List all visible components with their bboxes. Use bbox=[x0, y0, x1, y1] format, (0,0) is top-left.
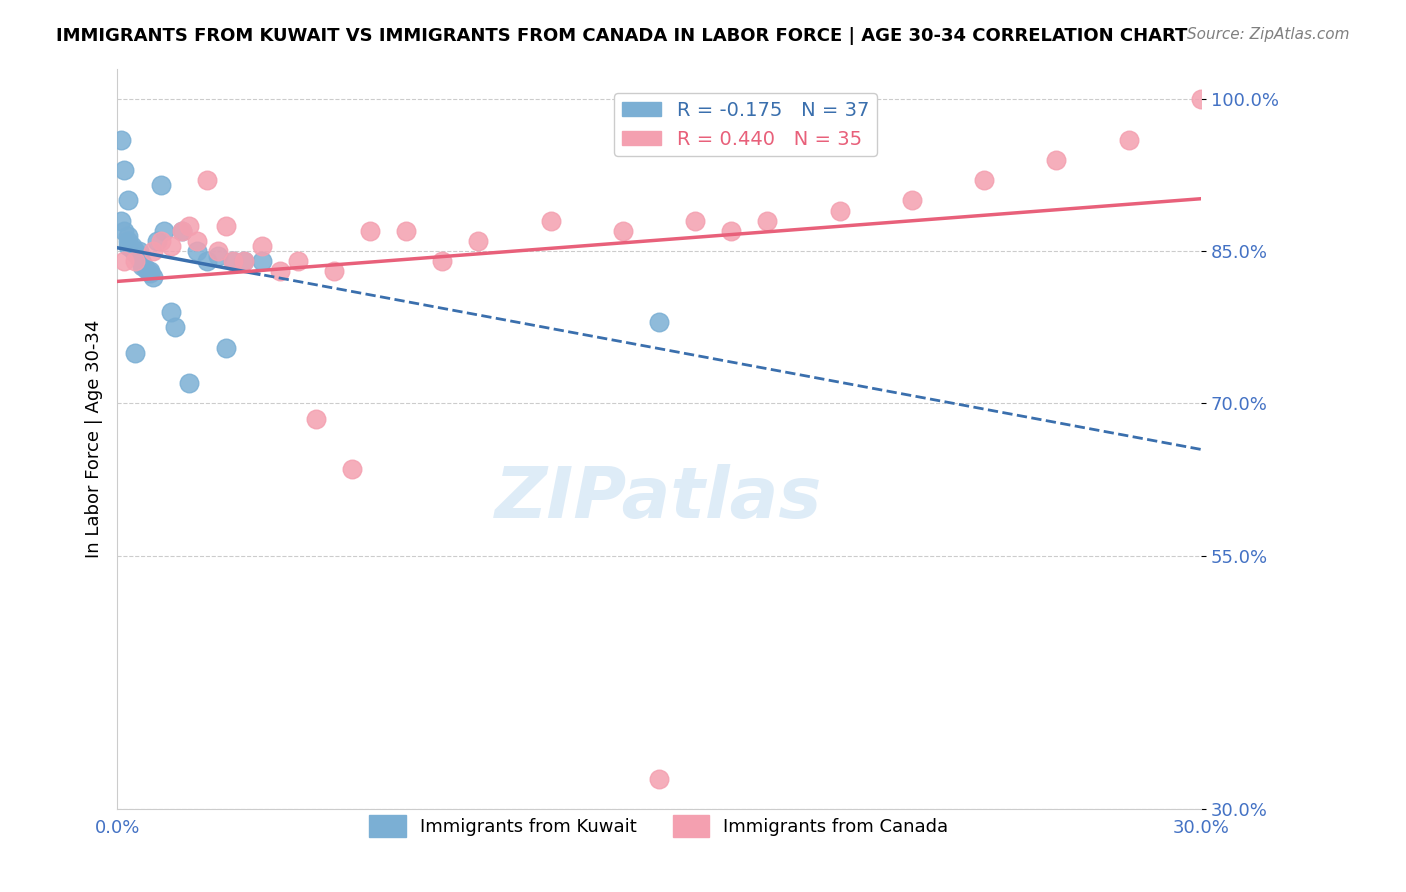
Point bbox=[340, 462, 363, 476]
Point bbox=[901, 194, 924, 208]
Point bbox=[1045, 153, 1067, 167]
Point bbox=[128, 244, 150, 259]
Point bbox=[160, 239, 183, 253]
Point bbox=[232, 254, 254, 268]
Point bbox=[117, 194, 139, 208]
Point bbox=[232, 254, 254, 268]
Point bbox=[110, 213, 132, 227]
Point bbox=[287, 254, 309, 268]
Point bbox=[128, 249, 150, 263]
Point bbox=[112, 163, 135, 178]
Point bbox=[112, 224, 135, 238]
Point bbox=[250, 254, 273, 268]
Point bbox=[124, 254, 146, 268]
Point bbox=[720, 224, 742, 238]
Point bbox=[153, 224, 176, 238]
Point bbox=[149, 234, 172, 248]
Point bbox=[163, 320, 186, 334]
Point bbox=[110, 132, 132, 146]
Point bbox=[172, 224, 194, 238]
Point bbox=[124, 345, 146, 359]
Text: ZIPatlas: ZIPatlas bbox=[495, 464, 823, 533]
Point bbox=[146, 234, 169, 248]
Point bbox=[131, 260, 153, 274]
Point bbox=[467, 234, 489, 248]
Point bbox=[648, 315, 671, 329]
Point bbox=[121, 239, 143, 253]
Point bbox=[138, 264, 160, 278]
Point bbox=[432, 254, 454, 268]
Point bbox=[214, 341, 236, 355]
Point bbox=[117, 239, 139, 253]
Point bbox=[160, 305, 183, 319]
Point bbox=[112, 254, 135, 268]
Point bbox=[683, 213, 706, 227]
Point bbox=[142, 244, 165, 259]
Point bbox=[540, 213, 562, 227]
Point bbox=[186, 234, 208, 248]
Point bbox=[197, 173, 219, 187]
Point bbox=[197, 254, 219, 268]
Point bbox=[222, 254, 245, 268]
Point bbox=[973, 173, 995, 187]
Point bbox=[117, 228, 139, 243]
Point bbox=[149, 178, 172, 193]
Point bbox=[222, 254, 245, 268]
Point bbox=[395, 224, 418, 238]
Point bbox=[756, 213, 779, 227]
Point bbox=[322, 264, 344, 278]
Text: IMMIGRANTS FROM KUWAIT VS IMMIGRANTS FROM CANADA IN LABOR FORCE | AGE 30-34 CORR: IMMIGRANTS FROM KUWAIT VS IMMIGRANTS FRO… bbox=[56, 27, 1188, 45]
Point bbox=[828, 203, 851, 218]
Point bbox=[1118, 132, 1140, 146]
Point bbox=[207, 244, 229, 259]
Point bbox=[135, 262, 157, 277]
Text: Source: ZipAtlas.com: Source: ZipAtlas.com bbox=[1187, 27, 1350, 42]
Point bbox=[207, 249, 229, 263]
Point bbox=[269, 264, 291, 278]
Point bbox=[138, 267, 160, 281]
Point bbox=[186, 244, 208, 259]
Point bbox=[214, 219, 236, 233]
Point bbox=[124, 246, 146, 260]
Point bbox=[124, 244, 146, 259]
Point bbox=[179, 219, 201, 233]
Point bbox=[648, 772, 671, 786]
Point bbox=[179, 376, 201, 390]
Point bbox=[172, 224, 194, 238]
Legend: Immigrants from Kuwait, Immigrants from Canada: Immigrants from Kuwait, Immigrants from … bbox=[363, 808, 956, 845]
Point bbox=[121, 242, 143, 256]
Point bbox=[1189, 92, 1212, 106]
Point bbox=[117, 234, 139, 248]
Point bbox=[142, 269, 165, 284]
Point bbox=[128, 252, 150, 266]
Point bbox=[359, 224, 381, 238]
Point bbox=[131, 256, 153, 270]
Point bbox=[305, 411, 328, 425]
Point bbox=[250, 239, 273, 253]
Y-axis label: In Labor Force | Age 30-34: In Labor Force | Age 30-34 bbox=[86, 319, 103, 558]
Point bbox=[612, 224, 634, 238]
